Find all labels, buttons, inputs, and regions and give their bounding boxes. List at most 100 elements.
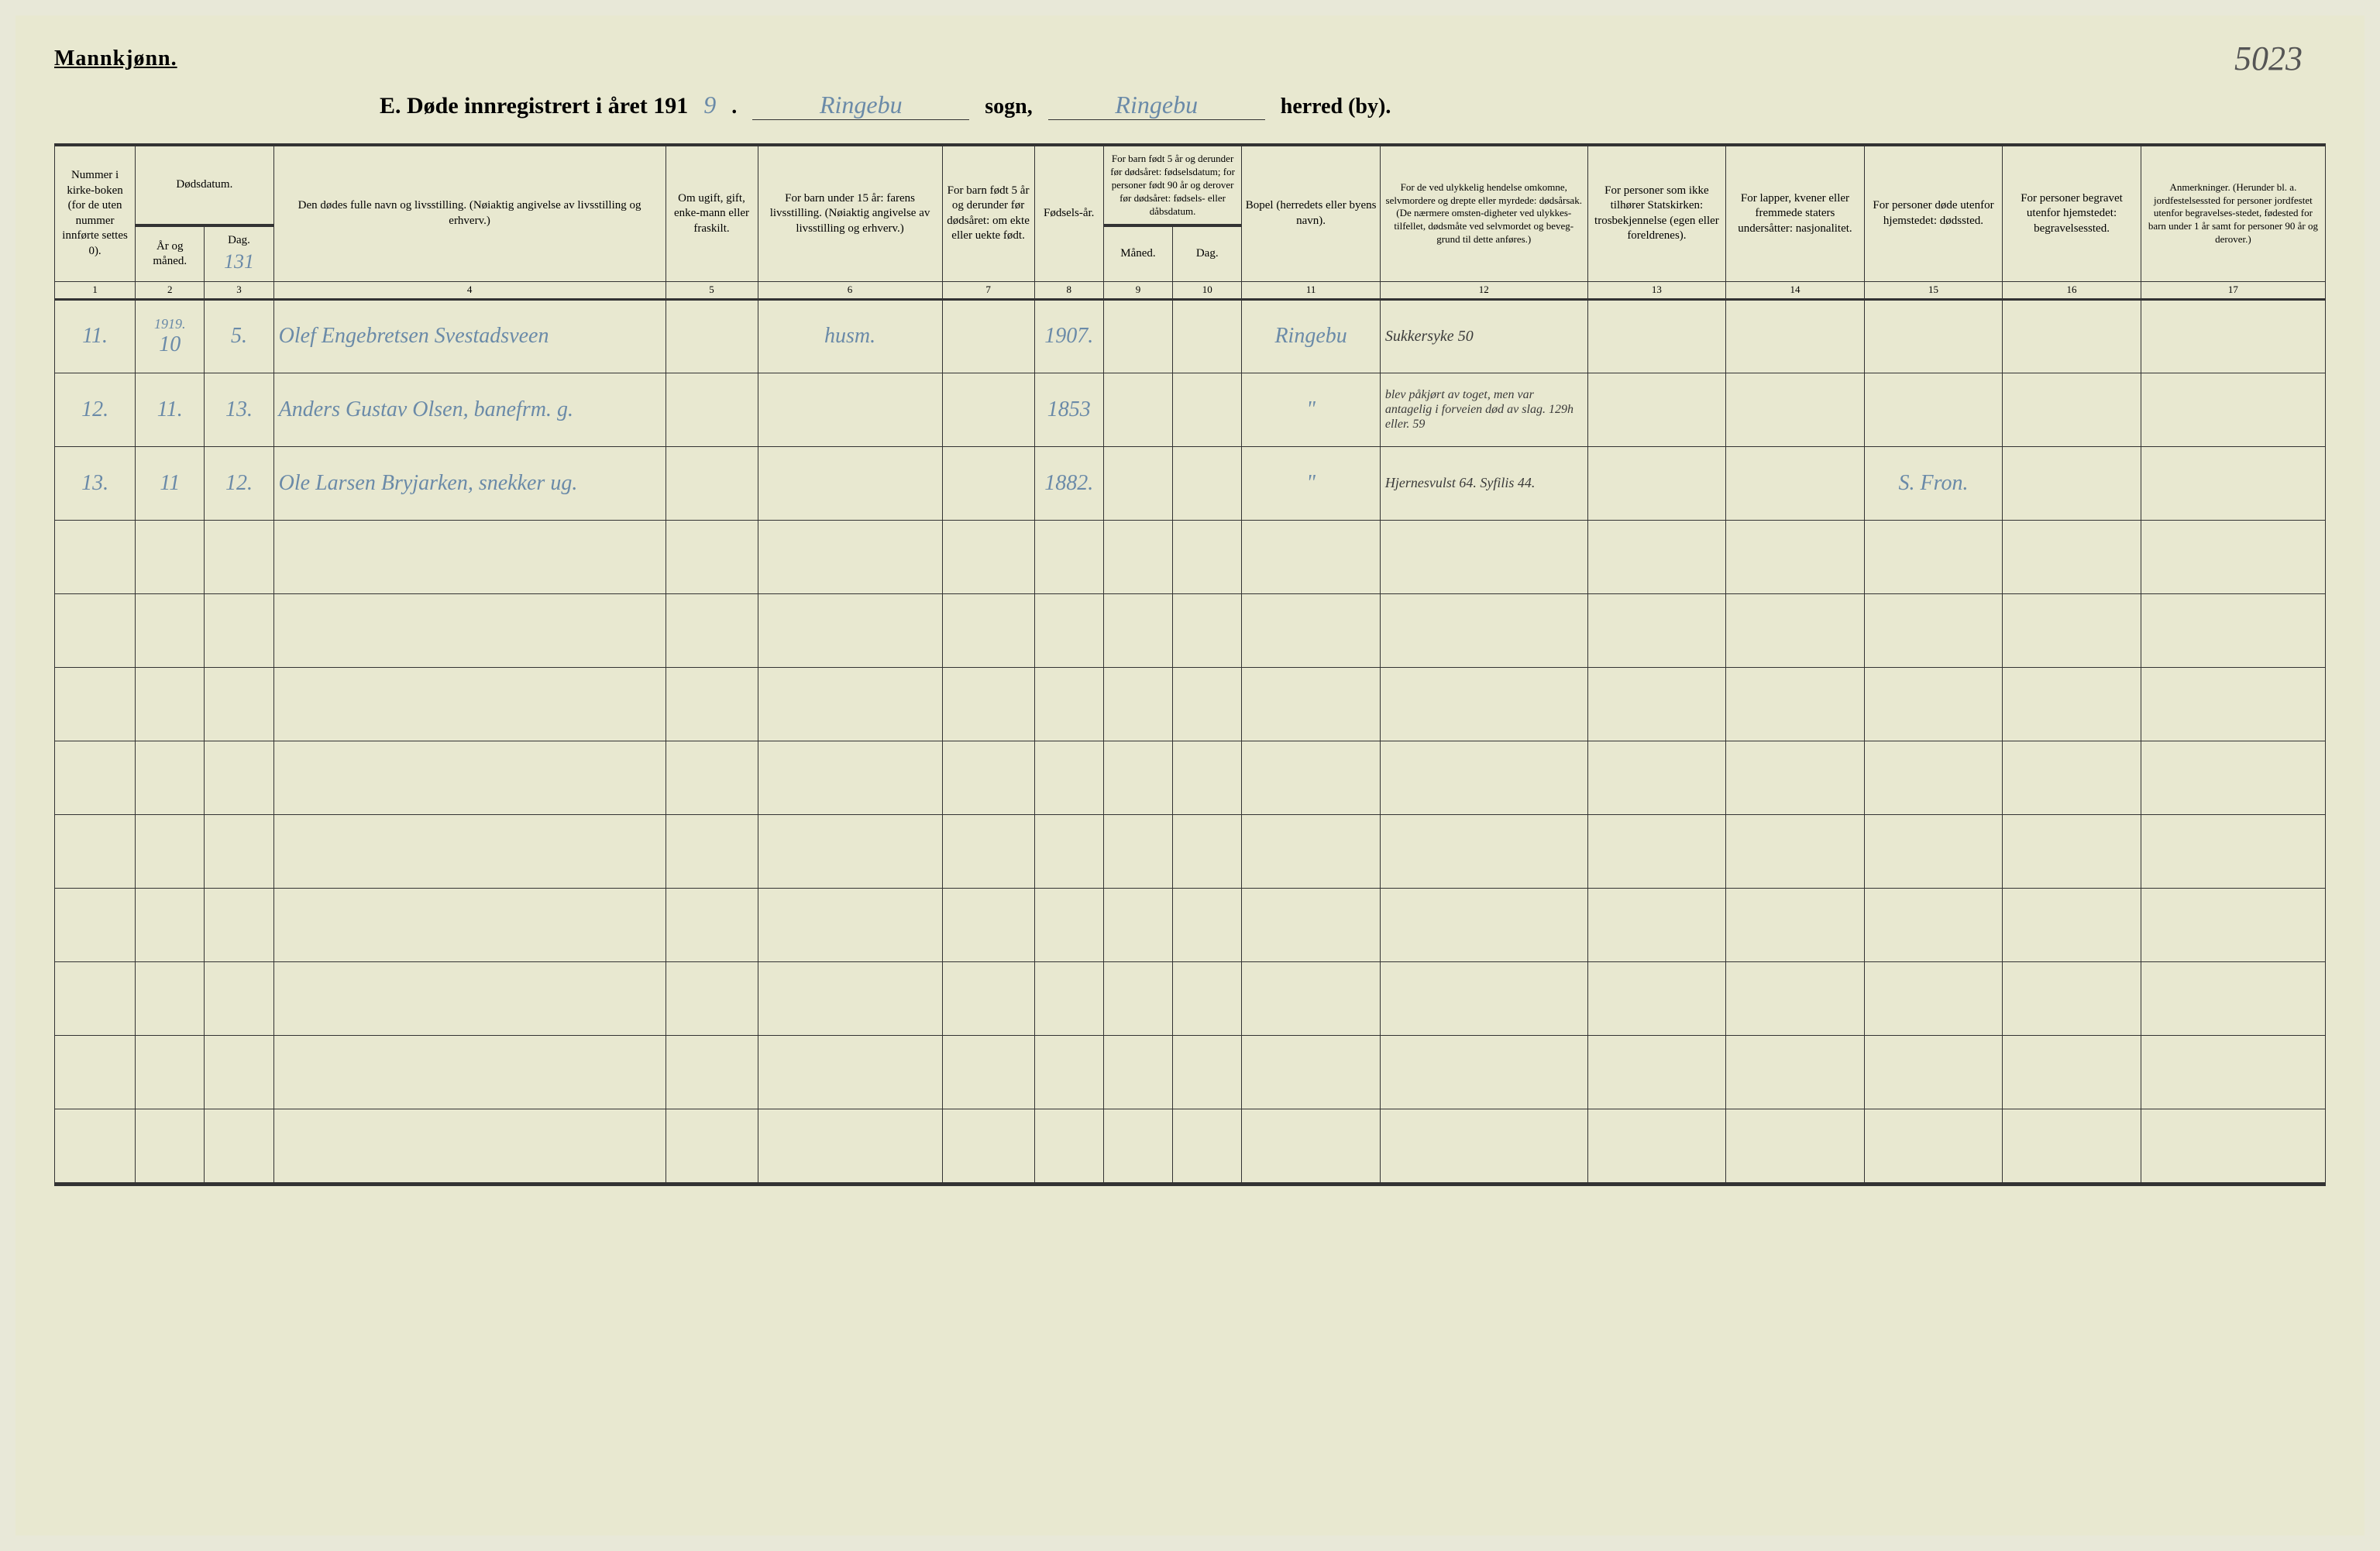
empty-cell (1380, 741, 1587, 814)
empty-cell (1034, 1035, 1103, 1109)
empty-cell (758, 1035, 942, 1109)
empty-cell (1103, 593, 1172, 667)
col-header-15: For personer døde utenfor hjemstedet: dø… (1864, 145, 2003, 281)
sogn-label: sogn, (985, 95, 1032, 119)
empty-cell (2003, 888, 2141, 961)
empty-cell (1587, 814, 1726, 888)
empty-cell (273, 1109, 666, 1182)
month: 10 (159, 332, 181, 356)
empty-cell (1864, 961, 2003, 1035)
empty-cell (1034, 961, 1103, 1035)
cell-c16 (2003, 446, 2141, 520)
table-row (55, 961, 2326, 1035)
empty-cell (1103, 961, 1172, 1035)
col-header-1: Nummer i kirke-boken (for de uten nummer… (55, 145, 136, 281)
empty-cell (205, 961, 273, 1035)
empty-cell (758, 888, 942, 961)
empty-cell (1380, 1035, 1587, 1109)
empty-cell (666, 593, 758, 667)
col-header-14: For lapper, kvener eller fremmede stater… (1726, 145, 1865, 281)
empty-cell (2003, 741, 2141, 814)
cell-dag: 13. (205, 373, 273, 446)
empty-cell (205, 1109, 273, 1182)
empty-cell (942, 1109, 1034, 1182)
document-page: 5023 Mannkjønn. E. Døde innregistrert i … (15, 15, 2365, 1536)
cell-faren (758, 446, 942, 520)
herred-value: Ringebu (1048, 91, 1265, 120)
empty-rows (55, 520, 2326, 1182)
empty-cell (1034, 1109, 1103, 1182)
empty-cell (1242, 888, 1381, 961)
col-header-13: For personer som ikke tilhører Statskirk… (1587, 145, 1726, 281)
empty-cell (666, 520, 758, 593)
col-header-17: Anmerkninger. (Herunder bl. a. jordfeste… (2141, 145, 2325, 281)
empty-cell (1034, 741, 1103, 814)
cell-c15: S. Fron. (1864, 446, 2003, 520)
empty-cell (942, 814, 1034, 888)
empty-cell (2003, 814, 2141, 888)
empty-cell (136, 814, 205, 888)
empty-cell (666, 1035, 758, 1109)
colnum: 4 (273, 281, 666, 299)
empty-cell (758, 520, 942, 593)
register-table: Nummer i kirke-boken (for de uten nummer… (54, 143, 2326, 1183)
empty-cell (2003, 593, 2141, 667)
empty-cell (1103, 1035, 1172, 1109)
header-row-1: Nummer i kirke-boken (for de uten nummer… (55, 145, 2326, 225)
empty-cell (273, 741, 666, 814)
col-header-10: Dag. (1173, 225, 1242, 281)
empty-cell (1173, 741, 1242, 814)
empty-cell (666, 961, 758, 1035)
cell-c10 (1173, 299, 1242, 373)
col-header-9-10: For barn født 5 år og derunder før dødså… (1103, 145, 1242, 225)
cell-c13 (1587, 299, 1726, 373)
empty-cell (1103, 741, 1172, 814)
empty-cell (205, 667, 273, 741)
colnum: 16 (2003, 281, 2141, 299)
empty-cell (1242, 1109, 1381, 1182)
cell-fodselsar: 1853 (1034, 373, 1103, 446)
empty-cell (136, 667, 205, 741)
empty-cell (2003, 667, 2141, 741)
gender-label: Mannkjønn. (54, 46, 177, 71)
empty-cell (2141, 1035, 2325, 1109)
empty-cell (758, 1109, 942, 1182)
cell-c17 (2141, 373, 2325, 446)
colnum: 15 (1864, 281, 2003, 299)
empty-cell (273, 961, 666, 1035)
empty-cell (1380, 961, 1587, 1035)
cell-fodselsar: 1907. (1034, 299, 1103, 373)
empty-cell (1380, 593, 1587, 667)
colnum: 17 (2141, 281, 2325, 299)
empty-cell (1242, 593, 1381, 667)
table-row: 11. 1919.10 5. Olef Engebretsen Svestads… (55, 299, 2326, 373)
empty-cell (666, 1109, 758, 1182)
empty-cell (758, 741, 942, 814)
empty-cell (2003, 961, 2141, 1035)
empty-cell (1242, 1035, 1381, 1109)
empty-cell (1242, 667, 1381, 741)
empty-cell (273, 888, 666, 961)
cell-c16 (2003, 299, 2141, 373)
colnum: 6 (758, 281, 942, 299)
table-row (55, 1109, 2326, 1182)
cell-c14 (1726, 446, 1865, 520)
dag-label: Dag. (228, 234, 250, 246)
empty-cell (273, 520, 666, 593)
empty-cell (1380, 667, 1587, 741)
empty-cell (2141, 741, 2325, 814)
empty-cell (1587, 1035, 1726, 1109)
sogn-value: Ringebu (752, 91, 969, 120)
empty-cell (1726, 888, 1865, 961)
empty-cell (1173, 888, 1242, 961)
cell-c17 (2141, 299, 2325, 373)
empty-cell (942, 888, 1034, 961)
empty-cell (1587, 961, 1726, 1035)
empty-cell (2003, 1109, 2141, 1182)
page-number-handwritten: 5023 (2234, 39, 2303, 78)
col-header-dodsdatum: Dødsdatum. (136, 145, 274, 225)
cell-c10 (1173, 446, 1242, 520)
cell-dag: 5. (205, 299, 273, 373)
empty-cell (1864, 888, 2003, 961)
year-suffix: 9 (703, 91, 716, 119)
